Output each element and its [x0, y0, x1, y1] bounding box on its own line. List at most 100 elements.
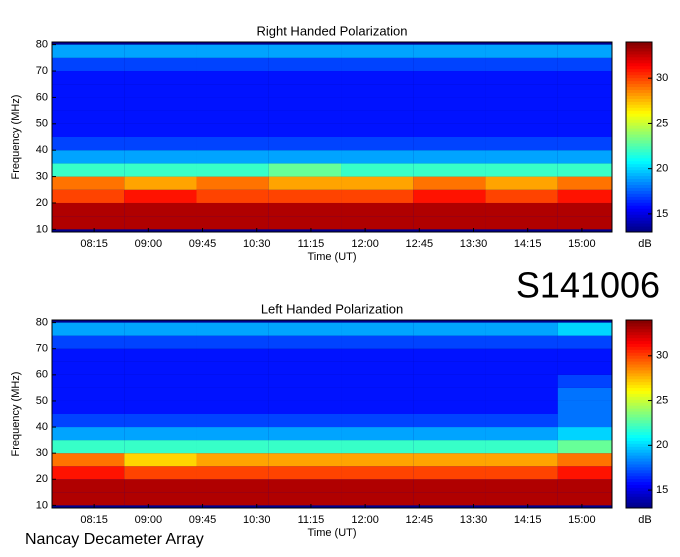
colorbar-step — [626, 122, 652, 126]
heatmap-cell — [196, 361, 269, 375]
heatmap-cell — [52, 123, 125, 137]
colorbar-step — [626, 396, 652, 400]
heatmap-cell — [124, 137, 197, 151]
colorbar-step — [626, 131, 652, 135]
colorbar-step — [626, 375, 652, 380]
heatmap-cell — [485, 110, 558, 124]
heatmap-cell — [124, 189, 197, 203]
heatmap-cell — [124, 348, 197, 362]
colorbar-step — [626, 214, 652, 218]
colorbar-step — [626, 163, 652, 168]
colorbar-step — [626, 325, 652, 330]
colorbar-step — [626, 399, 652, 403]
colorbar-step — [626, 440, 652, 444]
heatmap-cell — [341, 123, 414, 137]
x-tick-label: 12:45 — [406, 514, 434, 526]
heatmap-cell — [485, 335, 558, 349]
colorbar-step — [626, 145, 652, 150]
heatmap-cell — [557, 492, 612, 506]
heatmap-cell — [268, 71, 342, 85]
heatmap-cell — [341, 466, 414, 480]
heatmap-cell — [52, 492, 125, 506]
heatmap-cell — [413, 427, 486, 441]
heatmap-cell — [557, 322, 612, 336]
colorbar-tick-label: 15 — [656, 208, 668, 220]
colorbar-step — [626, 77, 652, 82]
colorbar-step — [626, 110, 652, 114]
colorbar-frame — [625, 319, 653, 509]
colorbar-step — [626, 369, 652, 374]
heatmap-cell — [557, 71, 612, 85]
heatmap-cell — [52, 110, 125, 124]
heatmap-cell — [341, 189, 414, 203]
colorbar-tick-label: 30 — [656, 72, 668, 84]
heatmap-cell — [485, 400, 558, 414]
colorbar-step — [626, 463, 652, 468]
x-tick-label: 10:30 — [243, 238, 271, 250]
x-tick-label: 15:00 — [568, 514, 596, 526]
colorbar-step — [626, 142, 652, 147]
colorbar-tick-label: 20 — [656, 439, 668, 451]
heatmap-cell — [341, 97, 414, 111]
heatmap-cell — [341, 374, 414, 388]
heatmap-cell — [413, 202, 486, 217]
colorbar-step — [626, 193, 652, 197]
heatmap-cell — [557, 466, 612, 480]
y-tick-label: 10 — [36, 499, 48, 511]
heatmap-cell — [268, 176, 342, 190]
colorbar-step — [626, 148, 652, 153]
colorbar-step — [626, 202, 652, 206]
colorbar-step — [626, 419, 652, 424]
heatmap-cell — [485, 150, 558, 164]
heatmap-cell — [52, 400, 125, 414]
colorbar-step — [626, 372, 652, 377]
heatmap-cell — [557, 176, 612, 190]
chart-title: Right Handed Polarization — [256, 23, 407, 38]
x-tick-label: 15:00 — [568, 238, 596, 250]
heatmap-cell — [413, 176, 486, 190]
heatmap-cell — [268, 440, 342, 454]
heatmap-cell — [341, 216, 414, 230]
heatmap-cell — [124, 202, 197, 217]
heatmap-cell — [341, 335, 414, 349]
heatmap-cell — [196, 150, 269, 164]
heatmap-cell — [557, 400, 612, 414]
heatmap-cell — [124, 216, 197, 230]
y-tick-label: 40 — [36, 421, 48, 433]
colorbar-step — [626, 502, 652, 506]
heatmap-cell — [341, 110, 414, 124]
colorbar-step — [626, 337, 652, 342]
heatmap-cell — [485, 123, 558, 137]
colorbar-step — [626, 175, 652, 180]
heatmap-cell — [268, 137, 342, 151]
heatmap-cell — [485, 492, 558, 506]
heatmap-cell — [413, 57, 486, 72]
heatmap-cell — [557, 414, 612, 428]
colorbar-step — [626, 346, 652, 350]
heatmap-cell — [413, 361, 486, 375]
heatmap-cell — [341, 176, 414, 190]
colorbar-step — [626, 196, 652, 200]
heatmap-cell — [557, 387, 612, 401]
colorbar-step — [626, 425, 652, 430]
heatmap-cell — [268, 400, 342, 414]
heatmap-cell — [557, 44, 612, 58]
heatmap-cell — [268, 427, 342, 441]
heatmap-cell — [557, 189, 612, 203]
heatmap-cell — [196, 44, 269, 58]
colorbar-step — [626, 107, 652, 111]
colorbar-step — [626, 134, 652, 138]
heatmap-cell — [52, 202, 125, 217]
heatmap-cell — [196, 216, 269, 230]
colorbar-label: dB — [638, 238, 651, 250]
heatmap-cell — [124, 44, 197, 58]
colorbar-step — [626, 92, 652, 96]
heatmap-cell — [485, 97, 558, 111]
heatmap-cell — [268, 202, 342, 217]
plot-frame — [51, 41, 613, 233]
heatmap-cell — [124, 84, 197, 98]
event-id: S141006 — [516, 265, 660, 306]
heatmap-cell — [413, 387, 486, 401]
heatmap-cell — [485, 453, 558, 467]
colorbar-step — [626, 151, 652, 156]
